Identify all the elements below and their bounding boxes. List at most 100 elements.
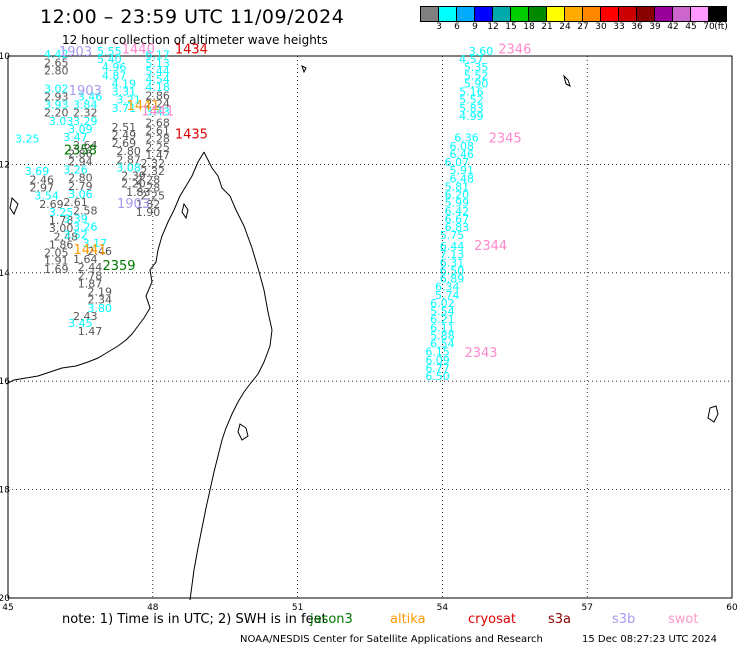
pass-time-label: 1903 bbox=[69, 84, 102, 99]
pass-time-label: 1903 bbox=[117, 197, 150, 212]
legend-entry-cryosat: cryosat bbox=[468, 612, 516, 627]
color-scale-bar bbox=[420, 6, 727, 22]
wave-height-value: 2.61 bbox=[63, 196, 88, 209]
wave-height-value: 4.54 bbox=[145, 73, 170, 86]
pass-time-label: 2345 bbox=[489, 132, 522, 147]
pass-time-label: 1434 bbox=[175, 42, 208, 57]
wave-height-value: 3.21 bbox=[116, 94, 141, 107]
wave-height-value: 5.55 bbox=[97, 45, 122, 58]
pass-time-label: 2358 bbox=[64, 144, 97, 159]
wave-height-value: 2.05 bbox=[44, 247, 69, 260]
wave-height-value: 5.75 bbox=[440, 229, 465, 242]
wave-height-value: 5.83 bbox=[459, 102, 484, 115]
wave-height-value: 6.08 bbox=[449, 140, 474, 153]
wave-height-value: 3.45 bbox=[68, 317, 93, 330]
wave-height-value: 1.64 bbox=[73, 253, 98, 266]
coastline bbox=[5, 65, 719, 601]
wave-height-value: 5.88 bbox=[430, 329, 455, 342]
wave-height-value: 4.99 bbox=[459, 110, 484, 123]
wave-height-value: 3.29 bbox=[73, 115, 98, 128]
wave-height-value: 2.20 bbox=[44, 107, 69, 120]
wave-height-value: 6.17 bbox=[145, 49, 170, 62]
color-scale-label: 9 bbox=[472, 22, 478, 32]
wave-height-value: 6.15 bbox=[425, 346, 450, 359]
lat-tick-label: -20 bbox=[0, 594, 10, 604]
wave-height-value: 2.25 bbox=[145, 141, 170, 154]
wave-height-value: 2.46 bbox=[87, 245, 112, 258]
comoros-island bbox=[9, 196, 19, 216]
wave-height-value: 2.32 bbox=[73, 107, 98, 120]
wave-height-value: 6.50 bbox=[440, 264, 465, 277]
color-scale-label: 30 bbox=[595, 22, 607, 32]
wave-height-value: 6.42 bbox=[445, 205, 470, 218]
wave-height-value: 6.11 bbox=[430, 321, 455, 334]
color-scale-labels: 3 6 9 12 15 18 21 24 27 30 33 36 39 42 45 70 (ft) bbox=[421, 22, 728, 34]
color-scale-label: 42 bbox=[667, 22, 679, 32]
lat-tick-label: -12 bbox=[0, 160, 10, 170]
wave-height-value: 6.20 bbox=[445, 189, 470, 202]
pass-time-label: 1441 bbox=[74, 243, 107, 258]
wave-height-value: 2.87 bbox=[116, 153, 141, 166]
wave-height-value: 4.57 bbox=[459, 53, 484, 66]
pass-time-label: 1440 bbox=[122, 42, 155, 57]
wave-height-value: 2.78 bbox=[78, 269, 103, 282]
island-north bbox=[301, 65, 307, 74]
generated-timestamp: 15 Dec 08:27:23 UTC 2024 bbox=[582, 634, 717, 645]
color-scale-unit: (ft) bbox=[714, 22, 728, 32]
legend-entry-altika: altika bbox=[390, 612, 426, 627]
wave-height-value: 3.02 bbox=[44, 82, 69, 95]
wave-height-value: 2.25 bbox=[141, 190, 166, 203]
wave-height-value: 6.31 bbox=[440, 256, 465, 269]
wave-height-value: 1.47 bbox=[78, 325, 103, 338]
map-subtitle: 12 hour collection of altimeter wave hei… bbox=[62, 33, 328, 47]
wave-height-value: 6.83 bbox=[445, 221, 470, 234]
wave-height-value: 3.09 bbox=[68, 123, 93, 136]
wave-height-value: 4.42 bbox=[44, 48, 69, 61]
wave-height-value: 2.32 bbox=[141, 165, 166, 178]
wave-height-value: 2.28 bbox=[145, 133, 170, 146]
wave-height-value: 2.61 bbox=[145, 125, 170, 138]
wave-height-value: 1.78 bbox=[49, 214, 74, 227]
wave-height-value: 6.21 bbox=[430, 313, 455, 326]
wave-height-value: 6.09 bbox=[425, 354, 450, 367]
map-border bbox=[7, 55, 733, 599]
pass-time-label: 1441 bbox=[127, 99, 160, 114]
lon-tick-label: 48 bbox=[147, 603, 159, 613]
wave-height-value: 2.48 bbox=[54, 230, 79, 243]
wave-height-value: 5.16 bbox=[459, 86, 484, 99]
wave-height-value: 3.08 bbox=[116, 161, 141, 174]
wave-height-value: 3.43 bbox=[145, 106, 170, 119]
color-scale-label: 3 bbox=[436, 22, 442, 32]
wave-height-value: 2.64 bbox=[73, 139, 98, 152]
lon-tick-label: 60 bbox=[726, 603, 738, 613]
wave-height-value: 6.34 bbox=[435, 281, 460, 294]
legend-entry-jason3: jason3 bbox=[310, 612, 353, 627]
wave-height-value: 6.54 bbox=[430, 338, 455, 351]
graticule bbox=[8, 56, 732, 598]
wave-height-value: 7.13 bbox=[440, 248, 465, 261]
wave-height-value: 2.68 bbox=[145, 116, 170, 129]
color-scale-label: 39 bbox=[649, 22, 661, 32]
wave-height-value: 3.03 bbox=[49, 115, 74, 128]
color-scale-label: 12 bbox=[487, 22, 499, 32]
seychelles-island bbox=[563, 74, 571, 87]
color-scale-label: 45 bbox=[685, 22, 697, 32]
wave-height-value: 2.86 bbox=[68, 147, 93, 160]
wave-height-observations: 4.422.652.803.022.933.932.203.033.253.69… bbox=[15, 45, 493, 383]
wave-height-value: 2.51 bbox=[112, 121, 137, 134]
wave-height-value: 2.32 bbox=[141, 157, 166, 170]
wave-height-value: 2.69 bbox=[112, 137, 137, 150]
wave-height-value: 3.17 bbox=[83, 237, 108, 250]
color-scale-label: 18 bbox=[523, 22, 535, 32]
wave-height-value: 5.74 bbox=[435, 289, 460, 302]
wave-height-value: 1.86 bbox=[49, 238, 74, 251]
wave-height-value: 6.46 bbox=[449, 148, 474, 161]
wave-height-value: 5.91 bbox=[449, 164, 474, 177]
wave-height-value: 6.02 bbox=[430, 297, 455, 310]
pass-time-label: 2359 bbox=[102, 259, 135, 274]
wave-height-value: 2.94 bbox=[68, 155, 93, 168]
pass-time-label: 1435 bbox=[175, 127, 208, 142]
color-scale-label: 33 bbox=[613, 22, 625, 32]
color-scale-label: 27 bbox=[577, 22, 589, 32]
lon-tick-label: 45 bbox=[2, 603, 13, 613]
